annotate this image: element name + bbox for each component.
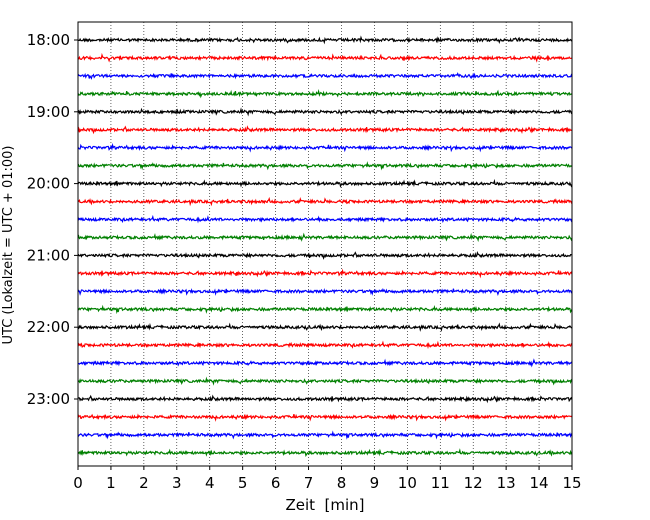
trace-1800 (77, 35, 572, 45)
trace-2230 (77, 358, 573, 368)
y-tick-label: 20:00 (27, 175, 70, 193)
trace-2330 (77, 430, 573, 440)
y-tick-label: 22:00 (27, 318, 70, 336)
plot-frame (77, 21, 573, 467)
y-axis-label: UTC (Lokalzeit = UTC + 01:00) (1, 146, 16, 345)
trace-2245 (77, 376, 573, 386)
x-axis: 0 1 2 3 4 5 6 7 8 9 10 11 12 13 14 15 (73, 466, 582, 492)
trace-2200 (77, 322, 573, 332)
trace-2115 (77, 268, 573, 279)
trace-2300 (77, 394, 573, 404)
trace-2045 (77, 232, 573, 243)
trace-2215 (77, 340, 573, 350)
trace-2000 (77, 178, 573, 188)
y-tick-label: 18:00 (27, 31, 70, 49)
x-tick-label: 10 (398, 474, 417, 492)
x-tick-label: 7 (304, 474, 314, 492)
y-axis: 18:00 19:00 20:00 21:00 22:00 23:00 (27, 31, 78, 408)
trace-2145 (77, 304, 573, 315)
x-tick-label: 15 (562, 474, 581, 492)
trace-1915 (77, 125, 573, 135)
x-tick-label: 11 (431, 474, 450, 492)
trace-2315 (77, 413, 573, 422)
seismic-traces (77, 35, 573, 457)
trace-1830 (77, 72, 573, 80)
trace-2100 (77, 250, 573, 260)
trace-1815 (77, 52, 573, 63)
trace-1930 (77, 142, 573, 153)
x-tick-label: 13 (497, 474, 516, 492)
trace-1945 (77, 161, 573, 171)
trace-2130 (77, 287, 573, 296)
trace-2030 (77, 214, 573, 224)
trace-2345 (77, 448, 573, 457)
x-tick-label: 1 (106, 474, 116, 492)
trace-1845 (77, 88, 573, 99)
y-tick-label: 21:00 (27, 246, 70, 264)
x-tick-label: 2 (139, 474, 149, 492)
x-tick-label: 0 (73, 474, 83, 492)
x-tick-label: 3 (172, 474, 182, 492)
y-tick-label: 19:00 (27, 103, 70, 121)
trace-2015 (77, 196, 573, 207)
y-tick-label: 23:00 (27, 390, 70, 408)
x-axis-label: Zeit [min] (285, 496, 364, 514)
x-tick-label: 14 (530, 474, 549, 492)
x-tick-label: 6 (271, 474, 281, 492)
grid-lines (110, 22, 540, 466)
x-tick-label: 4 (205, 474, 215, 492)
trace-1900 (77, 107, 573, 117)
x-tick-label: 5 (238, 474, 248, 492)
x-tick-label: 8 (337, 474, 347, 492)
x-tick-label: 9 (370, 474, 380, 492)
x-tick-label: 12 (464, 474, 483, 492)
